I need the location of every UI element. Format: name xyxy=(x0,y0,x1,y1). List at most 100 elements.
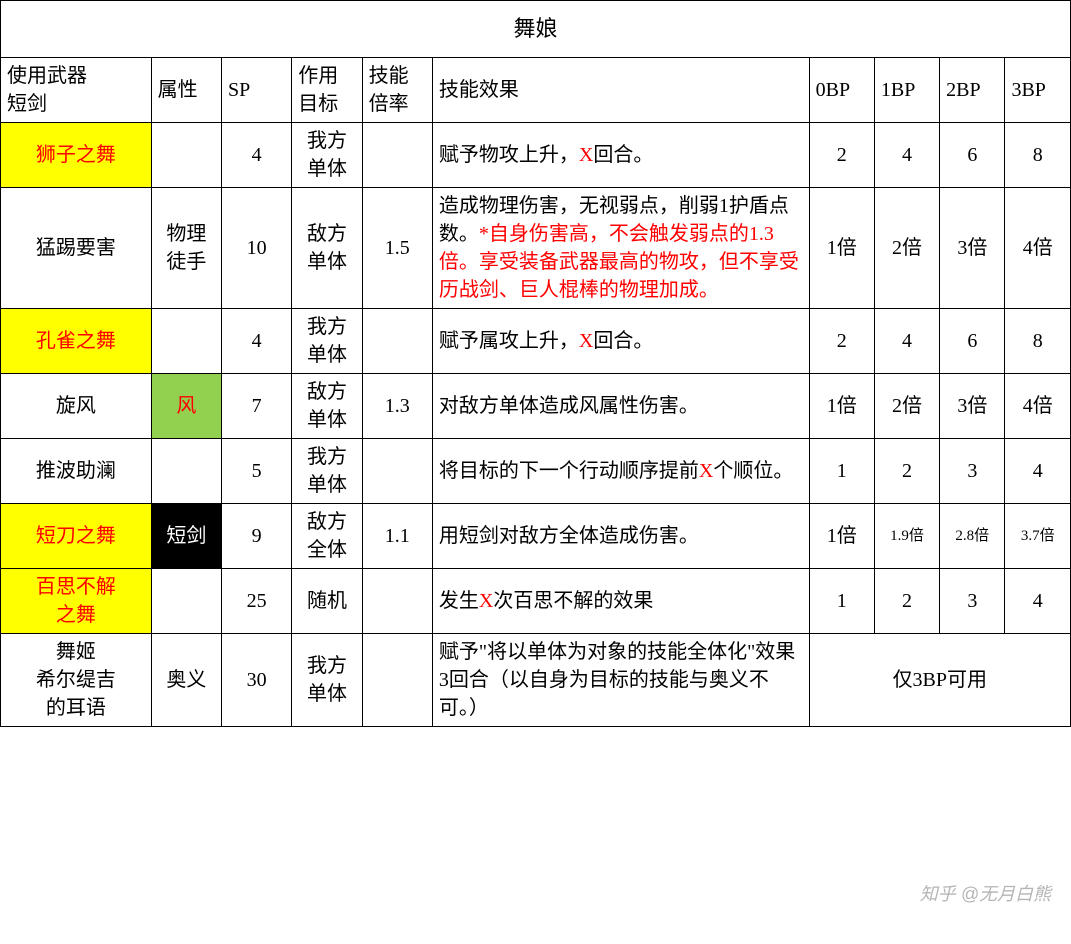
table-row: 孔雀之舞4我方单体赋予属攻上升，X回合。2468 xyxy=(1,309,1071,374)
skill-bp3: 8 xyxy=(1005,309,1071,374)
skill-sp: 4 xyxy=(221,309,291,374)
skill-bp3: 4倍 xyxy=(1005,374,1071,439)
skill-mult xyxy=(362,634,432,727)
skill-attr: 风 xyxy=(151,374,221,439)
header-weapon: 使用武器 短剑 xyxy=(1,58,152,123)
skill-sp: 9 xyxy=(221,504,291,569)
header-sp: SP xyxy=(221,58,291,123)
skill-bp2: 6 xyxy=(940,309,1005,374)
table-row: 推波助澜 5我方单体 将目标的下一个行动顺序提前X个顺位。1234 xyxy=(1,439,1071,504)
skill-effect: 将目标的下一个行动顺序提前X个顺位。 xyxy=(432,439,809,504)
skill-target: 我方单体 xyxy=(292,123,362,188)
skill-effect: 用短剑对敌方全体造成伤害。 xyxy=(432,504,809,569)
skill-name: 猛踢要害 xyxy=(1,188,152,309)
skill-bp1: 2倍 xyxy=(874,374,939,439)
skill-mult: 1.3 xyxy=(362,374,432,439)
skill-target: 我方单体 xyxy=(292,439,362,504)
skill-attr: 奥义 xyxy=(151,634,221,727)
skill-bp3: 3.7倍 xyxy=(1005,504,1071,569)
skill-bp1: 1.9倍 xyxy=(874,504,939,569)
skill-attr xyxy=(151,569,221,634)
skill-bp2: 3 xyxy=(940,569,1005,634)
skill-name: 百思不解之舞 xyxy=(1,569,152,634)
header-attr: 属性 xyxy=(151,58,221,123)
skill-bp3: 8 xyxy=(1005,123,1071,188)
skill-bp2: 6 xyxy=(940,123,1005,188)
skill-sp: 10 xyxy=(221,188,291,309)
skill-bp1: 2倍 xyxy=(874,188,939,309)
skill-attr: 短剑 xyxy=(151,504,221,569)
skill-bp3: 4倍 xyxy=(1005,188,1071,309)
skill-effect: 造成物理伤害，无视弱点，削弱1护盾点数。*自身伤害高，不会触发弱点的1.3倍。享… xyxy=(432,188,809,309)
table-row: 猛踢要害物理徒手10敌方单体1.5造成物理伤害，无视弱点，削弱1护盾点数。*自身… xyxy=(1,188,1071,309)
header-bp2: 2BP xyxy=(940,58,1005,123)
skill-name: 短刀之舞 xyxy=(1,504,152,569)
skill-bp0: 1 xyxy=(809,569,874,634)
skill-sp: 7 xyxy=(221,374,291,439)
skill-attr xyxy=(151,123,221,188)
table-row: 短刀之舞短剑9敌方全体1.1用短剑对敌方全体造成伤害。1倍1.9倍2.8倍3.7… xyxy=(1,504,1071,569)
skill-bp0: 2 xyxy=(809,309,874,374)
skill-table: 舞娘 使用武器 短剑 属性 SP 作用 目标 技能 倍率 技能效果 0BP 1B… xyxy=(0,0,1071,727)
skill-bp0: 1倍 xyxy=(809,188,874,309)
header-mult: 技能 倍率 xyxy=(362,58,432,123)
skill-target: 敌方全体 xyxy=(292,504,362,569)
table-row: 舞姬希尔缇吉的耳语奥义30我方单体赋予"将以单体为对象的技能全体化"效果3回合（… xyxy=(1,634,1071,727)
skill-name: 推波助澜 xyxy=(1,439,152,504)
skill-sp: 5 xyxy=(221,439,291,504)
skill-bp1: 2 xyxy=(874,569,939,634)
skill-mult xyxy=(362,569,432,634)
skill-bp2: 3倍 xyxy=(940,188,1005,309)
skill-target: 随机 xyxy=(292,569,362,634)
skill-name: 孔雀之舞 xyxy=(1,309,152,374)
skill-bp3: 4 xyxy=(1005,569,1071,634)
skill-bp3: 4 xyxy=(1005,439,1071,504)
title-row: 舞娘 xyxy=(1,1,1071,58)
skill-target: 敌方单体 xyxy=(292,374,362,439)
skill-effect: 对敌方单体造成风属性伤害。 xyxy=(432,374,809,439)
skill-bp0: 1倍 xyxy=(809,374,874,439)
skill-sp: 25 xyxy=(221,569,291,634)
skill-bp2: 3倍 xyxy=(940,374,1005,439)
skill-bp1: 4 xyxy=(874,123,939,188)
skill-bp0: 1 xyxy=(809,439,874,504)
skill-mult xyxy=(362,439,432,504)
watermark: 知乎 @无月白熊 xyxy=(920,880,1051,906)
skill-bp0: 2 xyxy=(809,123,874,188)
header-bp3: 3BP xyxy=(1005,58,1071,123)
skill-effect: 赋予"将以单体为对象的技能全体化"效果3回合（以自身为目标的技能与奥义不可。） xyxy=(432,634,809,727)
table-row: 狮子之舞4我方单体赋予物攻上升，X回合。2468 xyxy=(1,123,1071,188)
skill-mult xyxy=(362,309,432,374)
skill-sp: 30 xyxy=(221,634,291,727)
header-target: 作用 目标 xyxy=(292,58,362,123)
table-row: 旋风风7敌方单体1.3对敌方单体造成风属性伤害。1倍2倍3倍4倍 xyxy=(1,374,1071,439)
skill-target: 我方单体 xyxy=(292,309,362,374)
header-row: 使用武器 短剑 属性 SP 作用 目标 技能 倍率 技能效果 0BP 1BP 2… xyxy=(1,58,1071,123)
skill-mult xyxy=(362,123,432,188)
table-row: 百思不解之舞 25随机 发生X次百思不解的效果1234 xyxy=(1,569,1071,634)
header-bp0: 0BP xyxy=(809,58,874,123)
skill-bp1: 4 xyxy=(874,309,939,374)
skill-bp0: 1倍 xyxy=(809,504,874,569)
skill-bp1: 2 xyxy=(874,439,939,504)
header-effect: 技能效果 xyxy=(432,58,809,123)
skill-name: 旋风 xyxy=(1,374,152,439)
table-title: 舞娘 xyxy=(1,1,1071,58)
skill-bp2: 3 xyxy=(940,439,1005,504)
skill-attr xyxy=(151,309,221,374)
skill-sp: 4 xyxy=(221,123,291,188)
skill-name: 舞姬希尔缇吉的耳语 xyxy=(1,634,152,727)
skill-mult: 1.1 xyxy=(362,504,432,569)
skill-mult: 1.5 xyxy=(362,188,432,309)
skill-bp2: 2.8倍 xyxy=(940,504,1005,569)
skill-attr: 物理徒手 xyxy=(151,188,221,309)
skill-bp-merged: 仅3BP可用 xyxy=(809,634,1070,727)
skill-name: 狮子之舞 xyxy=(1,123,152,188)
header-bp1: 1BP xyxy=(874,58,939,123)
skill-effect: 赋予属攻上升，X回合。 xyxy=(432,309,809,374)
skill-effect: 发生X次百思不解的效果 xyxy=(432,569,809,634)
skill-attr xyxy=(151,439,221,504)
skill-target: 敌方单体 xyxy=(292,188,362,309)
skill-effect: 赋予物攻上升，X回合。 xyxy=(432,123,809,188)
skill-target: 我方单体 xyxy=(292,634,362,727)
